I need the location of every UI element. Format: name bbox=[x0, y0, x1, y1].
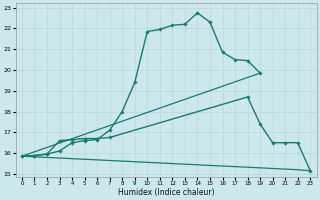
X-axis label: Humidex (Indice chaleur): Humidex (Indice chaleur) bbox=[118, 188, 214, 197]
